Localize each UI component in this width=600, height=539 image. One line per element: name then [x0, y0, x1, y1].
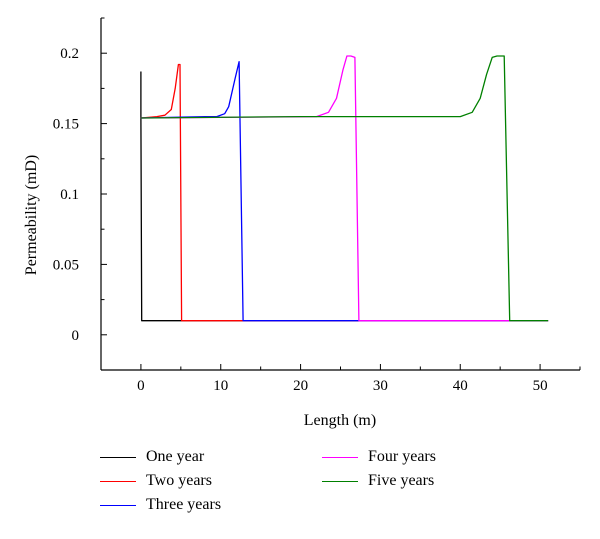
legend-item-three-years: Three years — [100, 496, 221, 514]
y-tick-label: 0.2 — [60, 46, 79, 62]
legend-label-three-years: Three years — [146, 496, 222, 513]
legend-label-five-years: Five years — [368, 472, 435, 489]
y-tick-label: 0 — [72, 328, 80, 344]
legend-swatch-five-years — [322, 480, 358, 482]
legend-label-four-years: Four years — [368, 448, 436, 465]
y-tick-label: 0.05 — [53, 257, 79, 273]
series-line-one-year — [140, 71, 549, 322]
legend-item-two-years: Two years — [100, 472, 212, 490]
x-tick-label: 0 — [137, 378, 145, 394]
legend-swatch-three-years — [100, 504, 136, 506]
x-tick-label: 20 — [293, 378, 308, 394]
y-ticks: 0 0.05 0.1 0.15 0.2 — [53, 17, 107, 371]
series-line-two-years — [140, 63, 549, 322]
axes: 0 10 20 30 40 50 0 0.05 0.1 0.15 0.2 — [53, 17, 581, 394]
x-tick-label: 50 — [533, 378, 548, 394]
legend-label-one-year: One year — [146, 448, 205, 465]
x-tick-label: 10 — [213, 378, 228, 394]
legend-item-four-years: Four years — [322, 448, 436, 466]
x-ticks: 0 10 20 30 40 50 — [100, 364, 581, 394]
y-tick-label: 0.15 — [53, 117, 79, 133]
x-tick-label: 30 — [373, 378, 388, 394]
plot-lines — [140, 55, 549, 322]
legend: One year Two years Three years Four year… — [100, 440, 520, 520]
x-axis-title: Length (m) — [304, 412, 376, 429]
permeability-chart: 0 10 20 30 40 50 0 0.05 0.1 0.15 0.2 Length (m) P… — [23, 17, 581, 429]
legend-item-five-years: Five years — [322, 472, 434, 490]
legend-swatch-two-years — [100, 480, 136, 482]
series-line-three-years — [140, 60, 549, 322]
legend-label-two-years: Two years — [146, 472, 212, 489]
legend-item-one-year: One year — [100, 448, 204, 466]
legend-swatch-one-year — [100, 456, 136, 458]
x-tick-label: 40 — [453, 378, 468, 394]
legend-swatch-four-years — [322, 456, 358, 458]
series-line-five-years — [140, 55, 549, 322]
series-line-four-years — [140, 55, 549, 322]
y-axis-title: Permeability (mD) — [23, 155, 40, 275]
y-tick-label: 0.1 — [60, 187, 79, 203]
